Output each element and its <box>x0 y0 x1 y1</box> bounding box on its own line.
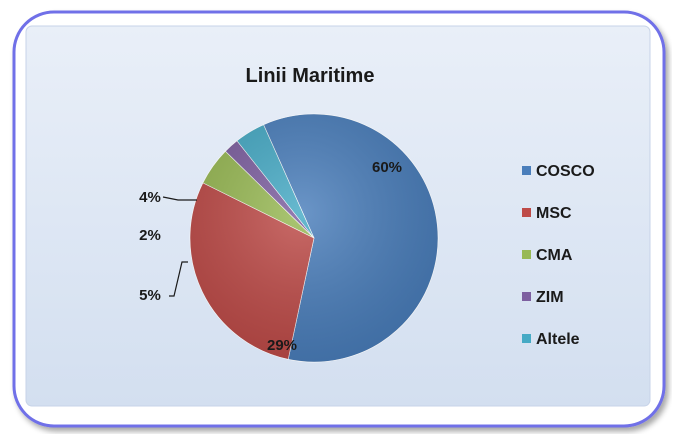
leader-line-altele <box>162 196 197 201</box>
legend-swatch-cosco <box>522 166 531 175</box>
legend: COSCO MSC CMA ZIM Altele <box>522 163 595 348</box>
data-label-cosco: 60% <box>372 159 402 176</box>
chart-frame: Linii Maritime 60% 29% 5% 2% 4% COSCO MSC CMA Z… <box>4 4 672 434</box>
legend-label-msc: MSC <box>536 205 572 222</box>
leader-lines <box>162 196 197 297</box>
data-label-zim: 2% <box>139 227 161 244</box>
legend-swatch-msc <box>522 208 531 217</box>
pie-chart: Linii Maritime 60% 29% 5% 2% 4% COSCO MSC CMA Z… <box>12 10 666 428</box>
legend-label-cosco: COSCO <box>536 163 595 180</box>
data-label-msc: 29% <box>267 337 297 354</box>
data-label-cma: 5% <box>139 287 161 304</box>
legend-swatch-cma <box>522 250 531 259</box>
legend-label-cma: CMA <box>536 247 573 264</box>
leader-line-cma <box>169 261 188 297</box>
data-labels: 60% 29% 5% 2% 4% <box>139 159 402 354</box>
legend-swatch-altele <box>522 334 531 343</box>
legend-label-zim: ZIM <box>536 289 564 306</box>
chart-title: Linii Maritime <box>246 65 375 87</box>
data-label-altele: 4% <box>139 189 161 206</box>
pie-slices <box>189 113 439 363</box>
legend-label-altele: Altele <box>536 331 580 348</box>
pie-shading <box>190 114 438 362</box>
legend-swatch-zim <box>522 292 531 301</box>
